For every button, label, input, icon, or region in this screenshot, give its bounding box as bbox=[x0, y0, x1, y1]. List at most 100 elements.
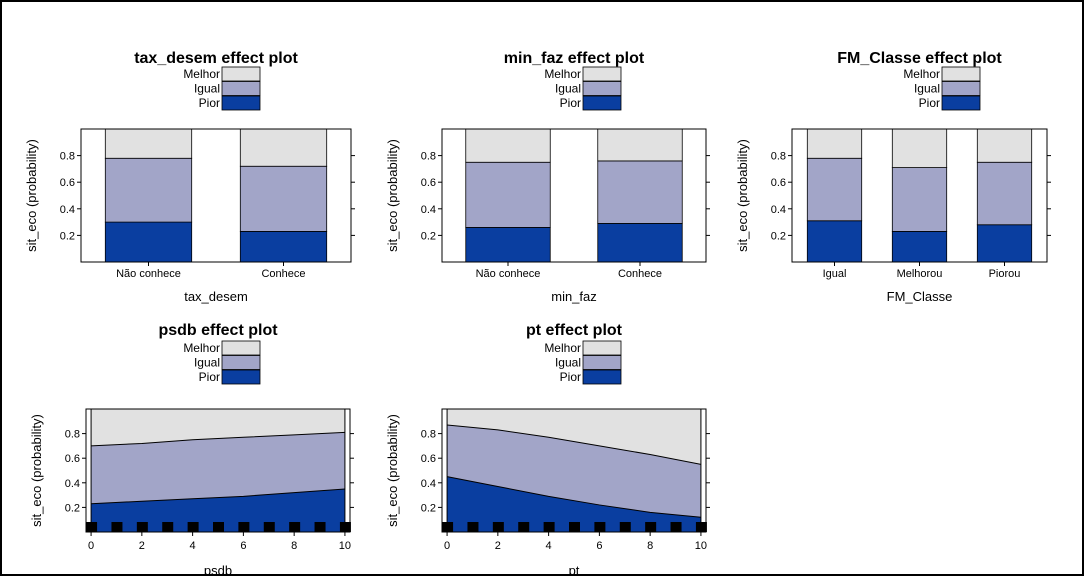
rug-mark bbox=[136, 522, 147, 532]
legend-label: Pior bbox=[919, 96, 940, 110]
panel-title: pt effect plot bbox=[526, 322, 623, 339]
legend-swatch bbox=[582, 81, 622, 96]
rug-mark bbox=[272, 522, 275, 532]
rug-mark bbox=[162, 522, 173, 532]
bar-melhor bbox=[891, 128, 948, 168]
x-tick-label: 2 bbox=[495, 540, 501, 552]
legend-label: Melhor bbox=[544, 341, 581, 355]
rug-mark bbox=[654, 522, 657, 532]
x-tick-label: 10 bbox=[695, 540, 707, 552]
bar-igual bbox=[597, 160, 683, 224]
legend-swatch bbox=[582, 95, 622, 111]
rug-mark bbox=[645, 522, 656, 532]
x-axis-label: tax_desem bbox=[184, 289, 248, 304]
rug-mark bbox=[543, 522, 554, 532]
legend-swatch bbox=[221, 95, 261, 111]
bar-pior bbox=[239, 231, 328, 263]
rug-mark bbox=[213, 522, 223, 532]
y-tick-label: 0.2 bbox=[60, 230, 75, 242]
y-axis-label: sit_eco (probability) bbox=[735, 139, 750, 252]
bar-igual bbox=[976, 161, 1033, 226]
rug-mark bbox=[238, 522, 249, 532]
rug-mark bbox=[518, 522, 529, 532]
bar-igual bbox=[465, 161, 551, 228]
legend-swatch bbox=[221, 81, 261, 96]
x-tick-label: 0 bbox=[444, 540, 450, 552]
legend-swatch bbox=[221, 369, 261, 385]
bar-melhor bbox=[239, 128, 328, 167]
y-tick-label: 0.6 bbox=[771, 177, 786, 189]
rug-mark bbox=[86, 522, 97, 532]
x-axis-label: pt bbox=[569, 563, 580, 576]
plot-frame bbox=[441, 128, 707, 263]
bar-igual bbox=[239, 165, 328, 232]
rug-mark bbox=[95, 522, 98, 532]
y-tick-label: 0.2 bbox=[421, 230, 436, 242]
y-tick-label: 0.8 bbox=[65, 429, 80, 441]
line-igual-boundary bbox=[447, 424, 702, 465]
rug-mark bbox=[247, 522, 250, 532]
legend-label: Igual bbox=[555, 356, 581, 370]
y-tick-label: 0.4 bbox=[421, 204, 436, 216]
rug-mark bbox=[628, 522, 631, 532]
area-pior bbox=[91, 488, 345, 532]
bar-pior bbox=[104, 221, 193, 263]
rug-mark bbox=[578, 522, 580, 532]
x-tick-label: Melhorou bbox=[897, 268, 943, 280]
rug-mark bbox=[492, 522, 503, 532]
x-tick-label: 4 bbox=[190, 540, 196, 552]
bar-igual bbox=[891, 167, 948, 232]
rug-mark bbox=[501, 522, 504, 532]
x-tick-label: Igual bbox=[823, 268, 847, 280]
y-tick-label: 0.6 bbox=[421, 177, 436, 189]
y-tick-label: 0.4 bbox=[771, 204, 786, 216]
rug-mark bbox=[339, 522, 350, 532]
bar-melhor bbox=[104, 128, 193, 159]
bar-igual bbox=[806, 157, 863, 222]
rug-mark bbox=[289, 522, 300, 532]
rug-mark bbox=[145, 522, 148, 532]
rug-mark bbox=[171, 522, 174, 532]
y-tick-label: 0.8 bbox=[60, 151, 75, 163]
y-axis-label: sit_eco (probability) bbox=[385, 139, 400, 252]
area-pior bbox=[447, 476, 701, 532]
bar-pior bbox=[806, 220, 863, 263]
x-tick-label: 2 bbox=[139, 540, 145, 552]
rug-mark bbox=[442, 522, 453, 532]
bar-pior bbox=[465, 227, 551, 263]
x-tick-label: Conhece bbox=[261, 268, 305, 280]
legend-swatch bbox=[941, 81, 981, 96]
rug-mark bbox=[569, 522, 579, 532]
rug-mark bbox=[196, 522, 199, 532]
legend-label: Pior bbox=[199, 370, 220, 384]
x-tick-label: 4 bbox=[546, 540, 552, 552]
rug-mark bbox=[298, 522, 301, 532]
rug-mark bbox=[187, 522, 198, 532]
panel-title: tax_desem effect plot bbox=[134, 50, 298, 67]
legend-label: Igual bbox=[194, 356, 220, 370]
legend-swatch bbox=[582, 369, 622, 385]
bar-melhor bbox=[806, 128, 863, 159]
x-tick-label: Piorou bbox=[989, 268, 1021, 280]
legend-swatch bbox=[582, 355, 622, 370]
x-tick-label: Não conhece bbox=[116, 268, 181, 280]
rug-mark bbox=[111, 522, 122, 532]
panel-title: FM_Classe effect plot bbox=[837, 50, 1002, 67]
rug-mark bbox=[222, 522, 224, 532]
legend-label: Igual bbox=[555, 82, 581, 96]
x-tick-label: 6 bbox=[596, 540, 602, 552]
legend-swatch bbox=[582, 340, 622, 356]
rug-mark bbox=[552, 522, 555, 532]
legend-swatch bbox=[941, 66, 981, 82]
x-tick-label: 10 bbox=[339, 540, 351, 552]
y-tick-label: 0.4 bbox=[60, 204, 75, 216]
line-pior-boundary bbox=[446, 476, 701, 518]
rug-mark bbox=[120, 522, 123, 532]
legend-label: Melhor bbox=[903, 67, 940, 81]
line-igual-boundary bbox=[91, 431, 345, 447]
bar-melhor bbox=[976, 128, 1033, 163]
legend-label: Pior bbox=[199, 96, 220, 110]
plot-frame bbox=[441, 408, 707, 533]
y-axis-label: sit_eco (probability) bbox=[385, 414, 400, 527]
